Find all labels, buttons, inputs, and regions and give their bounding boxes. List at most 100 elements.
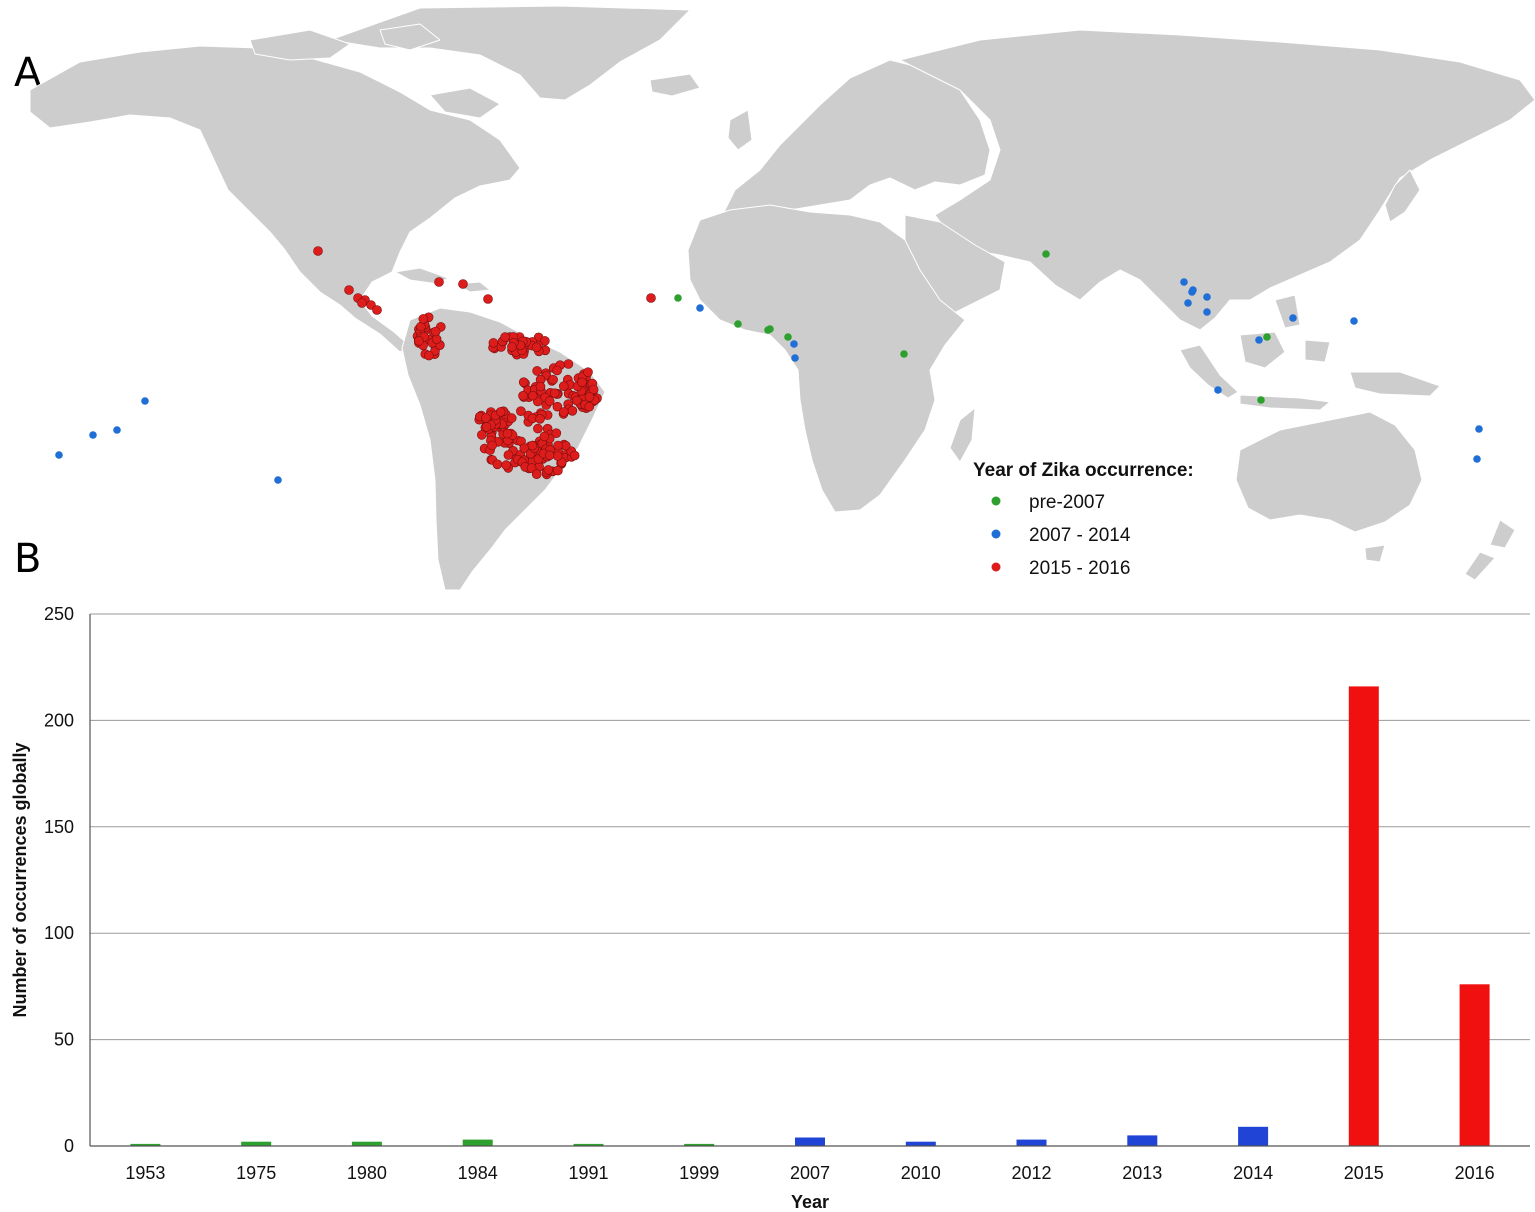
occurrence-point-2015-2016 bbox=[544, 396, 555, 406]
y-tick-label: 0 bbox=[64, 1136, 74, 1156]
occurrence-point-2015-2016 bbox=[553, 465, 563, 476]
occurrence-point-2015-2016 bbox=[501, 460, 512, 470]
x-tick-label: 1975 bbox=[236, 1163, 276, 1183]
occurrence-point-2015-2016 bbox=[583, 367, 593, 378]
x-tick-label: 2012 bbox=[1011, 1163, 1051, 1183]
occurrence-point-2015-2016 bbox=[357, 298, 367, 308]
occurrence-point-2015-2016 bbox=[543, 465, 554, 475]
occurrence-point-2015-2016 bbox=[544, 450, 555, 461]
land-madagascar bbox=[949, 407, 976, 463]
bar-2015 bbox=[1348, 686, 1379, 1146]
panel-b-label: B bbox=[14, 536, 41, 582]
x-tick-label: 2007 bbox=[790, 1163, 830, 1183]
land-australia bbox=[1235, 411, 1423, 563]
occurrence-point-pre-2007 bbox=[734, 320, 742, 328]
y-tick-label: 150 bbox=[44, 817, 74, 837]
y-tick-label: 100 bbox=[44, 923, 74, 943]
occurrence-point-pre-2007 bbox=[784, 333, 792, 341]
legend-swatch-pre-2007 bbox=[991, 496, 1001, 506]
occurrence-point-2015-2016 bbox=[584, 392, 595, 402]
x-tick-label: 2016 bbox=[1455, 1163, 1495, 1183]
occurrence-point-2007-2014 bbox=[1350, 317, 1358, 325]
occurrence-point-2015-2016 bbox=[552, 401, 563, 412]
occurrence-point-2015-2016 bbox=[518, 377, 529, 388]
occurrence-point-2015-2016 bbox=[424, 350, 434, 361]
occurrence-point-pre-2007 bbox=[674, 294, 682, 302]
bar-1991 bbox=[573, 1143, 604, 1146]
occurrence-point-2015-2016 bbox=[569, 450, 580, 461]
occurrence-point-2015-2016 bbox=[516, 406, 526, 417]
x-tick-label: 2015 bbox=[1344, 1163, 1384, 1183]
occurrence-point-2015-2016 bbox=[540, 336, 550, 346]
occurrence-point-2015-2016 bbox=[563, 359, 574, 369]
occurrence-point-2007-2014 bbox=[1184, 299, 1192, 307]
land-japan bbox=[1384, 169, 1421, 223]
bar-2010 bbox=[905, 1141, 936, 1146]
y-tick-label: 200 bbox=[44, 710, 74, 730]
bar-1953 bbox=[130, 1143, 161, 1146]
occurrence-point-2015-2016 bbox=[535, 381, 546, 392]
occurrence-point-2015-2016 bbox=[481, 413, 491, 423]
land-europe bbox=[719, 59, 991, 221]
x-tick-label: 2013 bbox=[1122, 1163, 1162, 1183]
land-arctic-islands bbox=[249, 23, 501, 119]
occurrence-point-2015-2016 bbox=[487, 440, 497, 451]
occurrence-point-2007-2014 bbox=[1289, 314, 1297, 322]
occurrence-point-2015-2016 bbox=[531, 342, 542, 353]
x-tick-labels: 1953 1975 1980 1984 1991 1999 2007 2010 2012 2013… bbox=[125, 1163, 1494, 1183]
occurrence-point-2007-2014 bbox=[141, 397, 149, 405]
y-tick-label: 250 bbox=[44, 604, 74, 624]
occurrence-point-2007-2014 bbox=[696, 304, 704, 312]
occurrence-point-2015-2016 bbox=[344, 285, 354, 295]
occurrence-point-2015-2016 bbox=[567, 405, 578, 416]
occurrence-point-2015-2016 bbox=[518, 390, 528, 401]
x-tick-label: 1991 bbox=[568, 1163, 608, 1183]
occurrence-point-2015-2016 bbox=[483, 294, 493, 304]
occurrence-point-2015-2016 bbox=[532, 366, 542, 376]
occurrence-point-2015-2016 bbox=[558, 407, 569, 417]
occurrence-point-2015-2016 bbox=[646, 293, 656, 303]
occurrence-point-2015-2016 bbox=[507, 342, 517, 352]
occurrence-point-2015-2016 bbox=[418, 314, 429, 324]
x-tick-label: 1953 bbox=[125, 1163, 165, 1183]
bars bbox=[130, 686, 1490, 1146]
bar-2007 bbox=[795, 1137, 825, 1146]
y-gridlines bbox=[90, 613, 1530, 1041]
occurrence-point-2015-2016 bbox=[552, 451, 563, 461]
occurrence-point-pre-2007 bbox=[1042, 250, 1050, 258]
occurrence-point-2007-2014 bbox=[790, 340, 798, 348]
occurrence-point-2007-2014 bbox=[1214, 386, 1222, 394]
y-tick-label: 50 bbox=[54, 1030, 74, 1050]
occurrence-point-2007-2014 bbox=[274, 476, 282, 484]
map-legend: Year of Zika occurrence: pre-2007 2007 -… bbox=[973, 460, 1194, 579]
occurrence-point-2015-2016 bbox=[502, 428, 513, 439]
occurrence-point-2015-2016 bbox=[584, 401, 595, 412]
occurrence-point-2015-2016 bbox=[495, 407, 506, 417]
occurrence-point-2015-2016 bbox=[535, 413, 545, 424]
occurrence-point-2015-2016 bbox=[488, 338, 499, 348]
occurrence-point-2015-2016 bbox=[552, 365, 562, 376]
occurrence-point-2007-2014 bbox=[1475, 425, 1483, 433]
occurrence-point-2015-2016 bbox=[492, 459, 503, 470]
occurrence-point-2007-2014 bbox=[1203, 293, 1211, 301]
occurrence-point-2007-2014 bbox=[1188, 288, 1196, 296]
occurrence-point-pre-2007 bbox=[900, 350, 908, 358]
occurrence-point-2015-2016 bbox=[503, 450, 514, 460]
occurrence-point-2015-2016 bbox=[539, 431, 550, 442]
occurrence-point-2015-2016 bbox=[553, 440, 563, 451]
legend-swatch-2015-2016 bbox=[991, 562, 1001, 572]
legend-label-pre-2007: pre-2007 bbox=[1029, 492, 1105, 513]
bar-2013 bbox=[1127, 1135, 1158, 1146]
occurrence-point-2007-2014 bbox=[1473, 455, 1481, 463]
bar-1980 bbox=[351, 1141, 382, 1146]
occurrence-point-2015-2016 bbox=[313, 246, 323, 256]
occurrence-point-pre-2007 bbox=[766, 325, 774, 333]
occurrence-point-2015-2016 bbox=[577, 377, 587, 388]
map-panel: A bbox=[14, 5, 1535, 591]
y-axis-title: Number of occurrences globally bbox=[10, 742, 30, 1017]
legend-label-2015-2016: 2015 - 2016 bbox=[1029, 558, 1130, 579]
occurrence-point-2015-2016 bbox=[533, 423, 543, 434]
occurrence-point-2015-2016 bbox=[500, 332, 510, 342]
